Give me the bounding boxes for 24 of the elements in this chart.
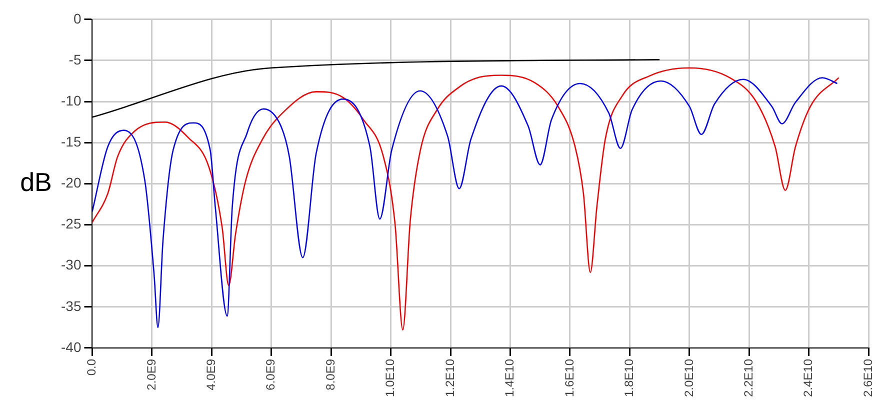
x-tick-label: 1.0E10: [383, 358, 398, 398]
x-tick-label: 2.0E10: [682, 358, 696, 398]
x-tick-label: 6.0E9: [264, 358, 278, 390]
y-axis-title: dB: [20, 166, 52, 197]
y-tick-label: -40: [61, 338, 82, 355]
x-tick-label: 1.2E10: [442, 358, 457, 398]
x-tick-label: 1.6E10: [562, 358, 576, 398]
y-tick-label: 0: [73, 10, 82, 26]
y-tick-label: -35: [61, 298, 82, 314]
x-tick-label: 2.0E9: [144, 358, 158, 390]
x-tick-label: 8.0E9: [323, 358, 338, 390]
y-tick-label: -20: [61, 174, 82, 191]
y-tick-label: -5: [68, 51, 82, 68]
x-tick-label: 2.6E10: [860, 358, 875, 398]
y-tick-label: -10: [61, 92, 82, 108]
x-tick-label: 2.4E10: [801, 358, 816, 398]
y-tick-label: -25: [61, 216, 82, 232]
x-tick-label: 2.2E10: [741, 358, 756, 398]
x-tick-label: 0.0: [84, 358, 99, 376]
x-tick-label: 1.4E10: [502, 358, 517, 398]
y-tick-label: -15: [61, 133, 82, 150]
y-tick-label: -30: [61, 256, 82, 273]
x-tick-label: 4.0E9: [204, 358, 218, 390]
x-tick-label: 1.8E10: [622, 358, 636, 398]
